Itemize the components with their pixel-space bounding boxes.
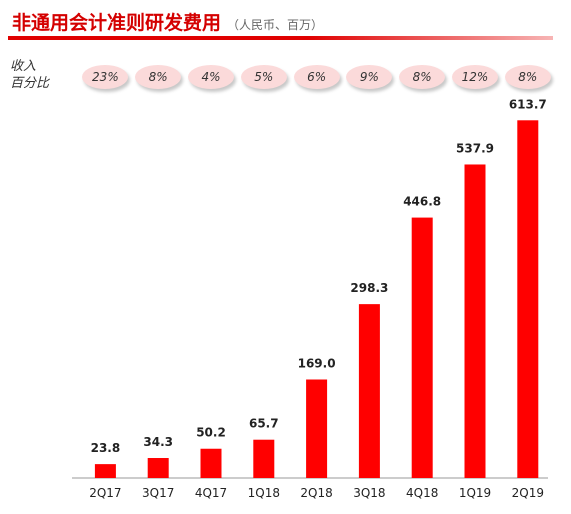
- bar-3Q17: [147, 458, 169, 478]
- value-label-2Q17: 23.8: [91, 441, 121, 455]
- value-label-2Q19: 613.7: [509, 97, 547, 111]
- value-label-4Q17: 50.2: [196, 426, 226, 440]
- x-tick-2Q19: 2Q19: [512, 486, 544, 500]
- revenue-percent-1Q19: 12%: [452, 65, 498, 89]
- x-tick-2Q17: 2Q17: [89, 486, 121, 500]
- x-tick-4Q17: 4Q17: [195, 486, 227, 500]
- page-title: 非通用会计准则研发费用: [12, 12, 222, 34]
- revenue-percent-1Q18: 5%: [240, 65, 287, 89]
- bar-4Q17: [200, 448, 222, 478]
- x-tick-4Q18: 4Q18: [406, 486, 438, 500]
- x-tick-3Q17: 3Q17: [142, 486, 174, 500]
- bar-3Q18: [358, 304, 380, 478]
- x-tick-2Q18: 2Q18: [300, 486, 332, 500]
- revenue-percent-4Q18: 8%: [399, 65, 446, 89]
- revenue-percent-4Q17: 4%: [188, 65, 234, 89]
- x-tick-1Q19: 1Q19: [459, 486, 491, 500]
- revenue-percent-2Q17: 23%: [82, 65, 129, 89]
- bar-1Q18: [253, 439, 275, 478]
- title-underline: [8, 36, 553, 40]
- bar-2Q18: [306, 379, 328, 478]
- value-label-1Q19: 537.9: [456, 141, 494, 155]
- x-tick-1Q18: 1Q18: [248, 486, 280, 500]
- value-label-3Q17: 34.3: [143, 435, 173, 449]
- revenue-percent-3Q17: 8%: [135, 65, 182, 89]
- value-label-4Q18: 446.8: [403, 195, 441, 209]
- revenue-percent-3Q18: 9%: [346, 65, 393, 89]
- revenue-percent-label: 收入 百分比: [10, 59, 50, 91]
- revenue-percent-2Q19: 8%: [504, 65, 551, 89]
- value-label-1Q18: 65.7: [249, 417, 279, 431]
- x-tick-3Q18: 3Q18: [353, 486, 385, 500]
- bar-4Q18: [411, 217, 433, 479]
- revenue-percent-2Q18: 6%: [293, 65, 340, 89]
- value-label-3Q18: 298.3: [350, 281, 388, 295]
- value-label-2Q18: 169.0: [298, 356, 336, 370]
- bar-2Q19: [517, 120, 539, 478]
- bar-1Q19: [464, 164, 486, 478]
- title-row: 非通用会计准则研发费用 （人民币、百万）: [12, 8, 323, 34]
- unit-label: （人民币、百万）: [227, 18, 324, 32]
- bar-2Q17: [94, 464, 116, 478]
